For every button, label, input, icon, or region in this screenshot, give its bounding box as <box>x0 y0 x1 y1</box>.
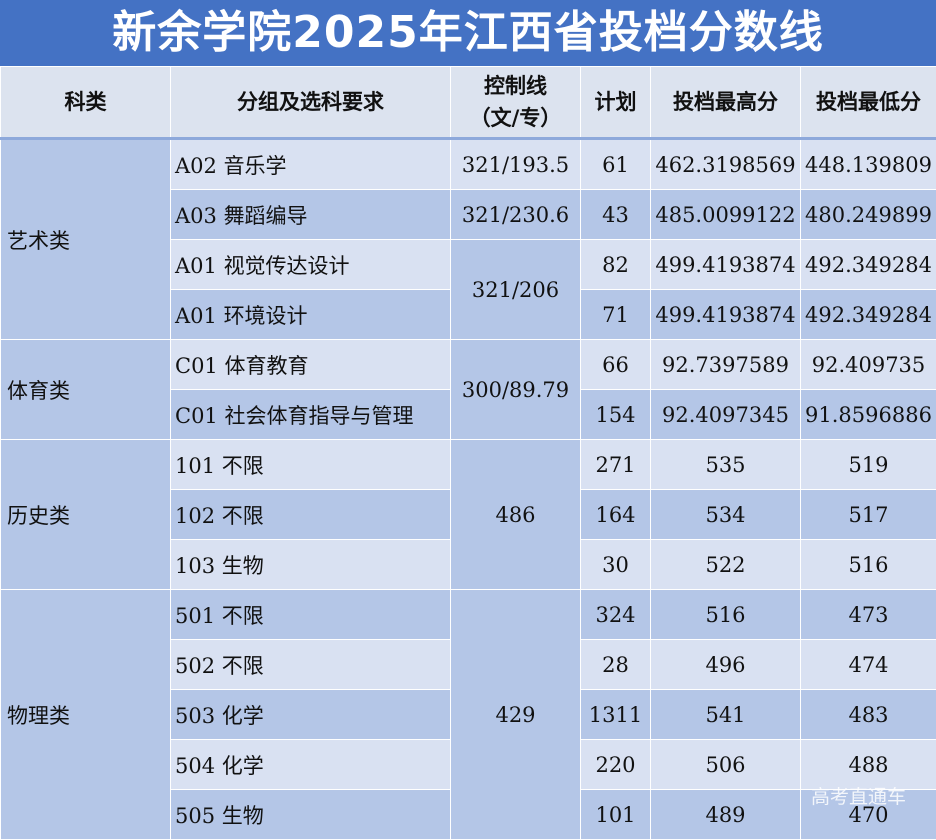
header-max-score: 投档最高分 <box>651 67 801 139</box>
plan-cell: 271 <box>581 440 651 490</box>
group-cell: 103 生物 <box>171 540 451 590</box>
control-line-cell: 321/206 <box>451 240 581 340</box>
group-cell: A03 舞蹈编导 <box>171 190 451 240</box>
control-line-cell: 486 <box>451 440 581 590</box>
group-cell: A01 环境设计 <box>171 290 451 340</box>
group-cell: A02 音乐学 <box>171 139 451 190</box>
max-score-cell: 485.0099122 <box>651 190 801 240</box>
group-cell: 501 不限 <box>171 590 451 640</box>
max-score-cell: 534 <box>651 490 801 540</box>
max-score-cell: 522 <box>651 540 801 590</box>
header-category: 科类 <box>1 67 171 139</box>
control-line-cell: 321/193.5 <box>451 139 581 190</box>
header-plan: 计划 <box>581 67 651 139</box>
control-line-cell: 321/230.6 <box>451 190 581 240</box>
control-line-cell: 300/89.79 <box>451 340 581 440</box>
group-cell: 102 不限 <box>171 490 451 540</box>
plan-cell: 71 <box>581 290 651 340</box>
watermark: 高考直通车 <box>811 782 906 809</box>
header-min-score: 投档最低分 <box>801 67 936 139</box>
min-score-cell: 483 <box>801 690 936 740</box>
group-cell: 502 不限 <box>171 640 451 690</box>
plan-cell: 61 <box>581 139 651 190</box>
page-title: 新余学院2025年江西省投档分数线 <box>0 0 936 66</box>
category-cell: 物理类 <box>1 590 171 840</box>
plan-cell: 30 <box>581 540 651 590</box>
control-line-cell: 429 <box>451 590 581 840</box>
min-score-cell: 516 <box>801 540 936 590</box>
plan-cell: 154 <box>581 390 651 440</box>
min-score-cell: 519 <box>801 440 936 490</box>
plan-cell: 43 <box>581 190 651 240</box>
table-header-row: 科类 分组及选科要求 控制线 （文/专） 计划 投档最高分 投档最低分 <box>1 67 936 139</box>
plan-cell: 101 <box>581 790 651 840</box>
group-cell: C01 社会体育指导与管理 <box>171 390 451 440</box>
min-score-cell: 492.349284 <box>801 290 936 340</box>
min-score-cell: 480.249899 <box>801 190 936 240</box>
header-control-line: 控制线 （文/专） <box>451 67 581 139</box>
max-score-cell: 541 <box>651 690 801 740</box>
min-score-cell: 474 <box>801 640 936 690</box>
max-score-cell: 535 <box>651 440 801 490</box>
group-cell: C01 体育教育 <box>171 340 451 390</box>
max-score-cell: 516 <box>651 590 801 640</box>
max-score-cell: 499.4193874 <box>651 290 801 340</box>
category-cell: 艺术类 <box>1 139 171 340</box>
plan-cell: 324 <box>581 590 651 640</box>
plan-cell: 82 <box>581 240 651 290</box>
group-cell: 503 化学 <box>171 690 451 740</box>
max-score-cell: 92.7397589 <box>651 340 801 390</box>
plan-cell: 164 <box>581 490 651 540</box>
plan-cell: 220 <box>581 740 651 790</box>
min-score-cell: 448.139809 <box>801 139 936 190</box>
plan-cell: 66 <box>581 340 651 390</box>
min-score-cell: 91.8596886 <box>801 390 936 440</box>
max-score-cell: 489 <box>651 790 801 840</box>
group-cell: A01 视觉传达设计 <box>171 240 451 290</box>
max-score-cell: 496 <box>651 640 801 690</box>
min-score-cell: 473 <box>801 590 936 640</box>
max-score-cell: 462.3198569 <box>651 139 801 190</box>
plan-cell: 1311 <box>581 690 651 740</box>
category-cell: 体育类 <box>1 340 171 440</box>
plan-cell: 28 <box>581 640 651 690</box>
max-score-cell: 499.4193874 <box>651 240 801 290</box>
category-cell: 历史类 <box>1 440 171 590</box>
min-score-cell: 517 <box>801 490 936 540</box>
group-cell: 101 不限 <box>171 440 451 490</box>
min-score-cell: 492.349284 <box>801 240 936 290</box>
group-cell: 504 化学 <box>171 740 451 790</box>
min-score-cell: 92.409735 <box>801 340 936 390</box>
max-score-cell: 92.4097345 <box>651 390 801 440</box>
header-group: 分组及选科要求 <box>171 67 451 139</box>
max-score-cell: 506 <box>651 740 801 790</box>
group-cell: 505 生物 <box>171 790 451 840</box>
